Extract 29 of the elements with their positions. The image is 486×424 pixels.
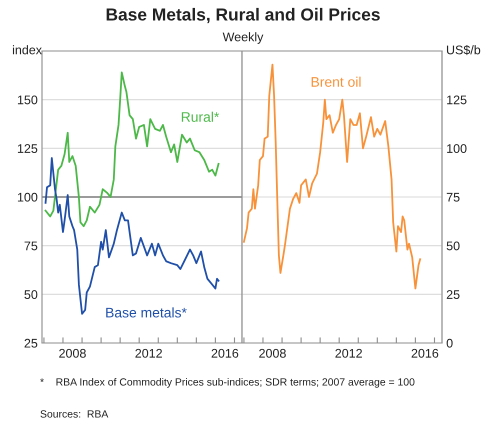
series-label: Brent oil — [312, 76, 361, 87]
series-label: Base metals* — [106, 307, 187, 318]
y-tick-label: 75 — [24, 242, 38, 250]
y2-tick-label: 25 — [446, 290, 460, 299]
y-tick-label: 125 — [18, 144, 38, 153]
y-tick-label: 100 — [18, 192, 38, 202]
line-series — [243, 64, 422, 290]
y2-tick-label: 50 — [446, 241, 460, 250]
y2-tick-label: 100 — [447, 144, 467, 153]
x-tick-label: 2016 — [212, 348, 238, 358]
source-note: Sources: RBA — [40, 410, 108, 418]
chart-title: Base Metals, Rural and Oil Prices — [106, 8, 380, 24]
y2-tick-label: 0 — [446, 338, 453, 348]
y-tick-label: 50 — [24, 290, 38, 299]
y-tick-label: 25 — [24, 338, 38, 348]
x-tick-label: 2008 — [259, 348, 286, 358]
y2-tick-label: 125 — [447, 95, 466, 104]
y-axis-title: index — [12, 45, 42, 54]
line-series — [44, 72, 220, 228]
series-label: Rural* — [182, 112, 220, 122]
x-tick-label: 2012 — [335, 348, 362, 358]
y2-axis-title: US$/b — [446, 44, 480, 56]
text: * RBA Index of Commodity Prices sub-indices; SDR terms; 2007 average = 100 — [40, 378, 414, 388]
x-tick-label: 2012 — [135, 348, 162, 358]
chart-subtitle: Weekly — [222, 32, 264, 44]
y2-tick-label: 75 — [446, 192, 460, 202]
y-tick-label: 150 — [18, 95, 38, 104]
x-tick-label: 2008 — [59, 348, 86, 358]
x-tick-label: 2016 — [412, 348, 438, 358]
